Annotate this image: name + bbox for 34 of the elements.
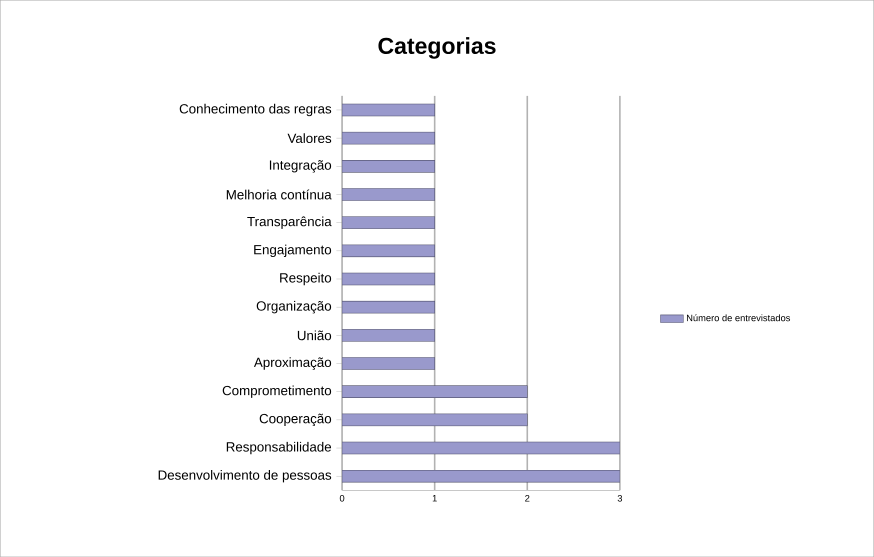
y-tick-label: Comprometimento	[222, 385, 332, 398]
y-tick-label: Respeito	[280, 272, 332, 286]
bar	[342, 160, 435, 172]
y-tick-label: Melhoria contínua	[226, 189, 332, 200]
y-tick-label: Engajamento	[254, 244, 332, 257]
y-tick-label: Conhecimento das regras	[180, 104, 332, 116]
legend-label: Número de entrevistados	[686, 314, 790, 322]
y-tick-label: Transparência	[247, 216, 332, 229]
bar	[342, 188, 435, 201]
bar	[342, 300, 435, 314]
y-tick-label: Integração	[270, 160, 332, 172]
chart-title: Categorias	[378, 37, 496, 59]
bar	[342, 216, 435, 229]
bar	[342, 104, 435, 116]
bar	[342, 470, 620, 482]
bar	[342, 442, 620, 454]
bar	[342, 414, 528, 426]
y-tick-label: Organização	[256, 300, 332, 314]
bar	[342, 272, 435, 286]
y-tick-label: Responsabilidade	[226, 442, 332, 454]
bar	[342, 385, 528, 398]
y-tick-label: Aproximação	[254, 357, 332, 370]
bar	[342, 244, 435, 257]
y-tick-label: Desenvolvimento de pessoas	[158, 470, 332, 482]
bar	[342, 132, 435, 144]
x-tick-label: 1	[432, 494, 437, 502]
x-tick-label: 0	[340, 494, 344, 502]
x-tick-label: 3	[618, 494, 622, 502]
y-tick-label: União	[298, 330, 332, 340]
y-tick-label: Valores	[288, 133, 332, 143]
x-tick-label: 2	[525, 494, 530, 502]
bar	[342, 357, 435, 370]
bar	[342, 328, 435, 342]
y-tick-label: Cooperação	[260, 414, 332, 426]
